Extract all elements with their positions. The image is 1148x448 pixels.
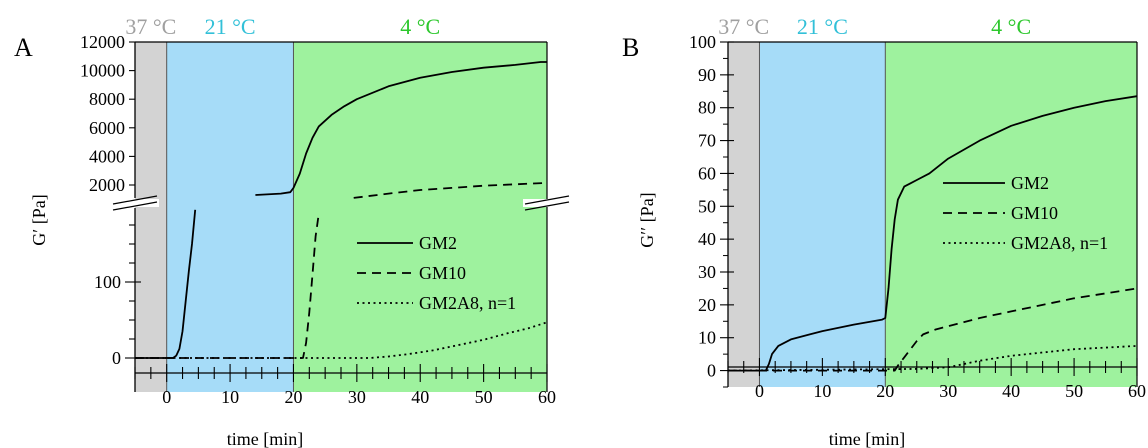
legend-label: GM10 [1011, 203, 1058, 223]
y-tick-label: 50 [698, 196, 716, 216]
y-tick-label: 100 [94, 272, 121, 292]
region-label: 21 °C [205, 14, 256, 39]
temperature-region [759, 42, 886, 387]
temperature-region [885, 42, 1137, 387]
y-tick-label: 2000 [89, 175, 125, 195]
x-tick-label: 0 [162, 387, 171, 407]
x-tick-label: 40 [411, 387, 429, 407]
y-tick-label: 4000 [89, 146, 125, 166]
series-line-gm2a8-n-1 [135, 321, 548, 359]
panel-a: A G′ [Pa] time [min] 37 °C 21 °C 4 °C 0 10 20… [14, 14, 571, 448]
x-tick-label: 50 [475, 387, 493, 407]
legend-label: GM2 [1011, 173, 1049, 193]
axis-break-mark [112, 195, 158, 205]
panel-a-label: A [14, 33, 33, 62]
temperature-region [728, 42, 760, 387]
panel-b: B G′′ [Pa] time [min] 37 °C 21 °C 4 °C 0 10 2… [622, 14, 1146, 448]
legend-label: GM10 [419, 263, 466, 283]
region-label: 37 °C [718, 14, 769, 39]
y-tick-label: 10000 [80, 61, 125, 81]
y-tick-label: 6000 [89, 118, 125, 138]
x-tick-label: 30 [939, 381, 957, 401]
axis-break-mark [112, 201, 158, 211]
series-line-gm10 [135, 213, 320, 359]
legend-label: GM2A8, n=1 [419, 293, 516, 313]
y-tick-label: 12000 [80, 32, 125, 52]
x-tick-label: 60 [1128, 381, 1146, 401]
y-tick-label: 8000 [89, 89, 125, 109]
axis-break-gap [111, 199, 159, 207]
region-label: 37 °C [125, 14, 176, 39]
panel-b-x-axis-label: time [min] [829, 429, 905, 448]
x-tick-label: 20 [876, 381, 894, 401]
x-tick-label: 10 [221, 387, 239, 407]
series-line-gm2 [255, 61, 547, 196]
temperature-region [293, 42, 547, 392]
panel-b-y-axis-label: G′′ [Pa] [637, 192, 657, 247]
y-tick-label: 90 [698, 65, 716, 85]
y-tick-label: 20 [698, 295, 716, 315]
y-tick-label: 60 [698, 163, 716, 183]
legend-label: GM2A8, n=1 [1011, 233, 1108, 253]
y-tick-label: 0 [707, 361, 716, 381]
y-tick-label: 40 [698, 229, 716, 249]
region-label: 4 °C [991, 14, 1031, 39]
axis-break-gap [523, 199, 571, 207]
y-tick-label: 70 [698, 131, 716, 151]
series-line-gm2a8-n-1 [727, 345, 1138, 372]
panel-b-label: B [622, 33, 639, 62]
y-tick-label: 80 [698, 98, 716, 118]
series-line-gm2 [728, 95, 1138, 372]
y-tick-label: 100 [689, 32, 716, 52]
x-tick-label: 0 [755, 381, 764, 401]
region-label: 21 °C [797, 14, 848, 39]
axis-break-mark [524, 201, 570, 211]
y-tick-label: 10 [698, 328, 716, 348]
y-tick-label: 0 [112, 348, 121, 368]
x-tick-label: 60 [538, 387, 556, 407]
temperature-region [166, 42, 294, 392]
series-line-gm10 [353, 182, 548, 199]
x-tick-label: 30 [348, 387, 366, 407]
panel-a-x-axis-label: time [min] [227, 429, 303, 448]
x-tick-label: 50 [1065, 381, 1083, 401]
y-tick-label: 30 [698, 262, 716, 282]
x-tick-label: 10 [813, 381, 831, 401]
temperature-region [135, 42, 167, 392]
x-tick-label: 20 [284, 387, 302, 407]
region-label: 4 °C [400, 14, 440, 39]
panel-a-y-axis-label: G′ [Pa] [29, 194, 49, 245]
legend-label: GM2 [419, 233, 457, 253]
series-line-gm10 [728, 287, 1138, 372]
axis-break-mark [524, 195, 570, 205]
x-tick-label: 40 [1002, 381, 1020, 401]
